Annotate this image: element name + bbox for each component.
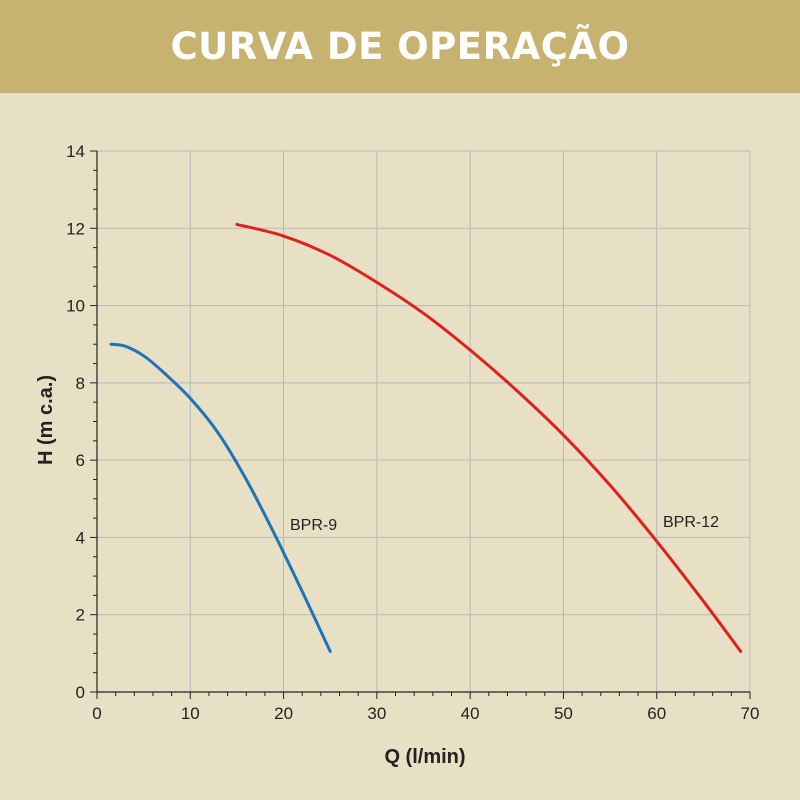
x-tick-label: 0: [92, 704, 101, 723]
series-line-bpr-9: [109, 342, 332, 653]
chart-series: BPR-9 BPR-12: [109, 222, 743, 653]
header-banner: CURVA DE OPERAÇÃO: [0, 0, 800, 93]
chart-axes: [96, 151, 750, 693]
y-tick-label: 12: [66, 219, 85, 238]
series-label-bpr-9: BPR-9: [290, 517, 337, 534]
page-title: CURVA DE OPERAÇÃO: [170, 25, 630, 68]
x-tick-label: 60: [647, 704, 666, 723]
y-tick-label: 0: [76, 683, 85, 702]
series-line-bpr-12: [235, 222, 743, 653]
series-label-bpr-12: BPR-12: [663, 514, 719, 531]
y-tick-label: 4: [76, 528, 85, 547]
x-tick-label: 50: [554, 704, 573, 723]
y-tick-label: 8: [76, 374, 85, 393]
x-axis-title: Q (l/min): [384, 746, 465, 768]
operating-curve-chart: 0 10 20 30 40 50 60 70 0 2 4 6 8 10 12 14 BPR-9 BPR-12 Q…: [35, 142, 759, 768]
x-tick-label: 20: [274, 704, 293, 723]
chart-area: 0 10 20 30 40 50 60 70 0 2 4 6 8 10 12 14 BPR-9 BPR-12 Q…: [0, 93, 800, 800]
y-tick-label: 2: [76, 606, 85, 625]
x-tick-label: 10: [181, 704, 200, 723]
y-tick-label: 6: [76, 451, 85, 470]
x-tick-label: 30: [367, 704, 386, 723]
y-tick-label: 14: [66, 142, 85, 161]
chart-ticks: 0 10 20 30 40 50 60 70 0 2 4 6 8 10 12 14: [66, 142, 759, 723]
chart-grid: [97, 150, 751, 692]
x-tick-label: 70: [741, 704, 760, 723]
y-axis-title: H (m c.a.): [35, 375, 57, 465]
x-tick-label: 40: [461, 704, 480, 723]
y-tick-label: 10: [66, 297, 85, 316]
